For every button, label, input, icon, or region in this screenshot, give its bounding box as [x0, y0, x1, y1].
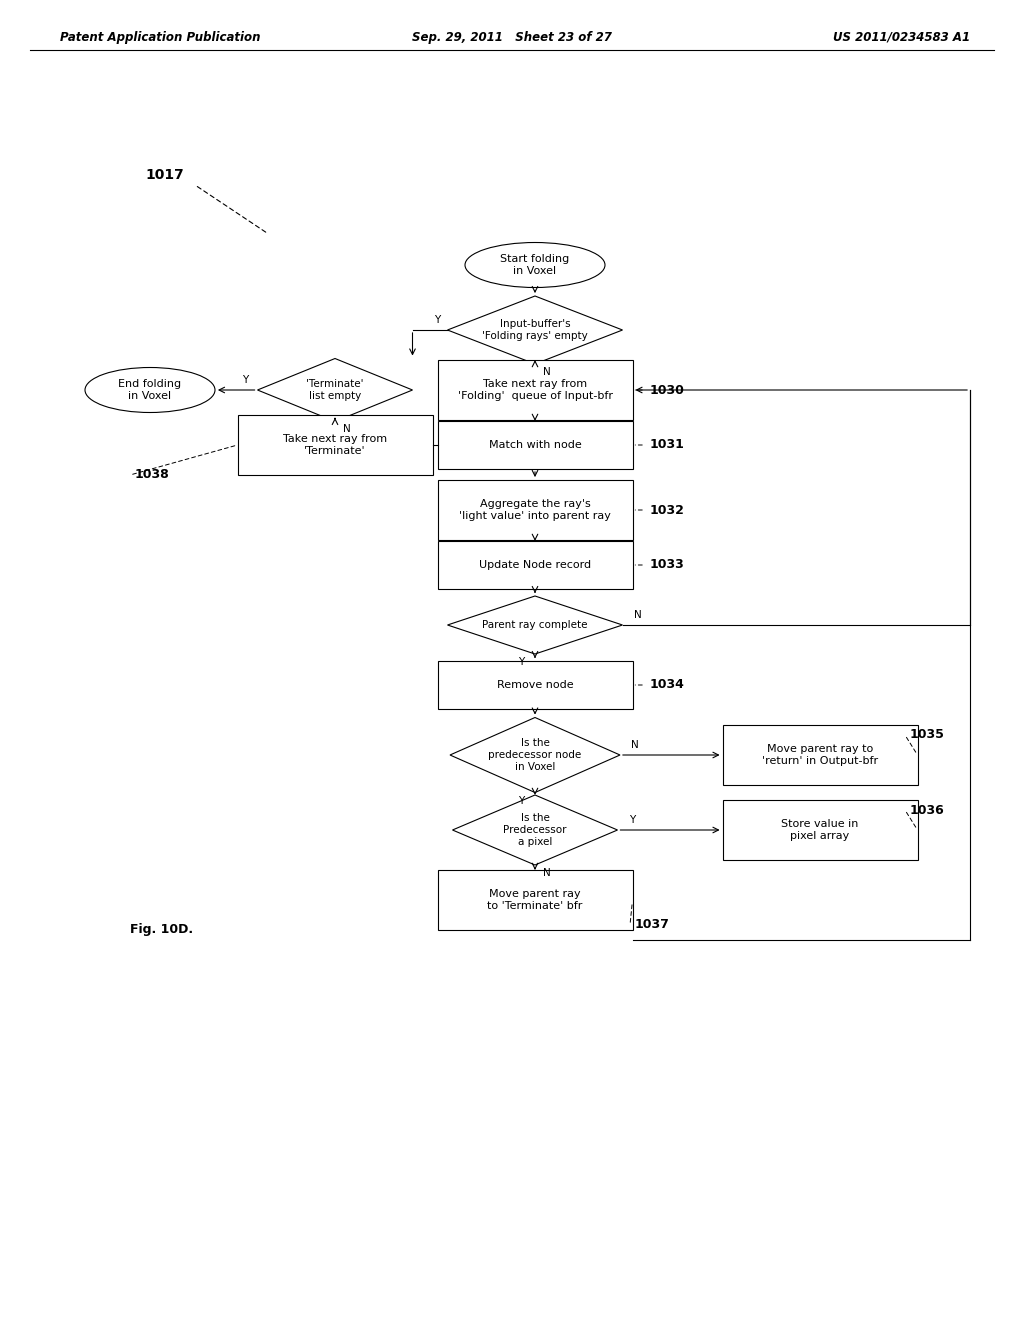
Text: N: N [343, 425, 351, 434]
Text: Parent ray complete: Parent ray complete [482, 620, 588, 630]
FancyBboxPatch shape [723, 800, 918, 861]
Polygon shape [453, 795, 617, 865]
Text: Is the
predecessor node
in Voxel: Is the predecessor node in Voxel [488, 738, 582, 772]
Text: 1033: 1033 [650, 558, 685, 572]
Polygon shape [257, 359, 413, 421]
Polygon shape [450, 718, 620, 792]
Text: 1034: 1034 [650, 678, 685, 692]
Text: 1032: 1032 [650, 503, 685, 516]
Text: Move parent ray
to 'Terminate' bfr: Move parent ray to 'Terminate' bfr [487, 888, 583, 911]
Text: Aggregate the ray's
'light value' into parent ray: Aggregate the ray's 'light value' into p… [459, 499, 611, 521]
Text: Is the
Predecessor
a pixel: Is the Predecessor a pixel [503, 813, 566, 847]
Text: N: N [634, 610, 641, 620]
Ellipse shape [85, 367, 215, 412]
FancyBboxPatch shape [437, 541, 633, 589]
Polygon shape [447, 597, 623, 653]
Text: 1035: 1035 [910, 729, 945, 742]
Text: Input-buffer's
'Folding rays' empty: Input-buffer's 'Folding rays' empty [482, 319, 588, 341]
FancyBboxPatch shape [437, 360, 633, 420]
Text: End folding
in Voxel: End folding in Voxel [119, 379, 181, 401]
Text: 1017: 1017 [145, 168, 183, 182]
FancyBboxPatch shape [723, 725, 918, 785]
Text: Y: Y [518, 796, 524, 805]
Text: Start folding
in Voxel: Start folding in Voxel [501, 253, 569, 276]
Text: 1038: 1038 [135, 469, 170, 482]
Text: US 2011/0234583 A1: US 2011/0234583 A1 [833, 30, 970, 44]
FancyBboxPatch shape [437, 870, 633, 931]
Text: 1030: 1030 [650, 384, 685, 396]
Text: Sep. 29, 2011   Sheet 23 of 27: Sep. 29, 2011 Sheet 23 of 27 [412, 30, 612, 44]
Text: 'Terminate'
list empty: 'Terminate' list empty [306, 379, 364, 401]
Text: Store value in
pixel array: Store value in pixel array [781, 818, 859, 841]
Polygon shape [447, 296, 623, 364]
Ellipse shape [465, 243, 605, 288]
Text: Take next ray from
'Terminate': Take next ray from 'Terminate' [283, 434, 387, 457]
Text: N: N [543, 367, 551, 378]
FancyBboxPatch shape [437, 480, 633, 540]
Text: Y: Y [434, 315, 440, 325]
Text: 1031: 1031 [650, 438, 685, 451]
Text: 1037: 1037 [635, 919, 670, 932]
Text: Match with node: Match with node [488, 440, 582, 450]
Text: Move parent ray to
'return' in Output-bfr: Move parent ray to 'return' in Output-bf… [762, 743, 878, 766]
Text: N: N [543, 869, 551, 878]
FancyBboxPatch shape [238, 414, 432, 475]
Text: Remove node: Remove node [497, 680, 573, 690]
Text: 1036: 1036 [910, 804, 945, 817]
Text: Patent Application Publication: Patent Application Publication [60, 30, 260, 44]
Text: Y: Y [518, 657, 524, 667]
Text: Fig. 10D.: Fig. 10D. [130, 924, 194, 936]
Text: Take next ray from
'Folding'  queue of Input-bfr: Take next ray from 'Folding' queue of In… [458, 379, 612, 401]
Text: Y: Y [630, 814, 636, 825]
FancyBboxPatch shape [437, 421, 633, 469]
FancyBboxPatch shape [437, 661, 633, 709]
Text: Y: Y [243, 375, 249, 385]
Text: N: N [631, 741, 639, 750]
Text: Update Node record: Update Node record [479, 560, 591, 570]
